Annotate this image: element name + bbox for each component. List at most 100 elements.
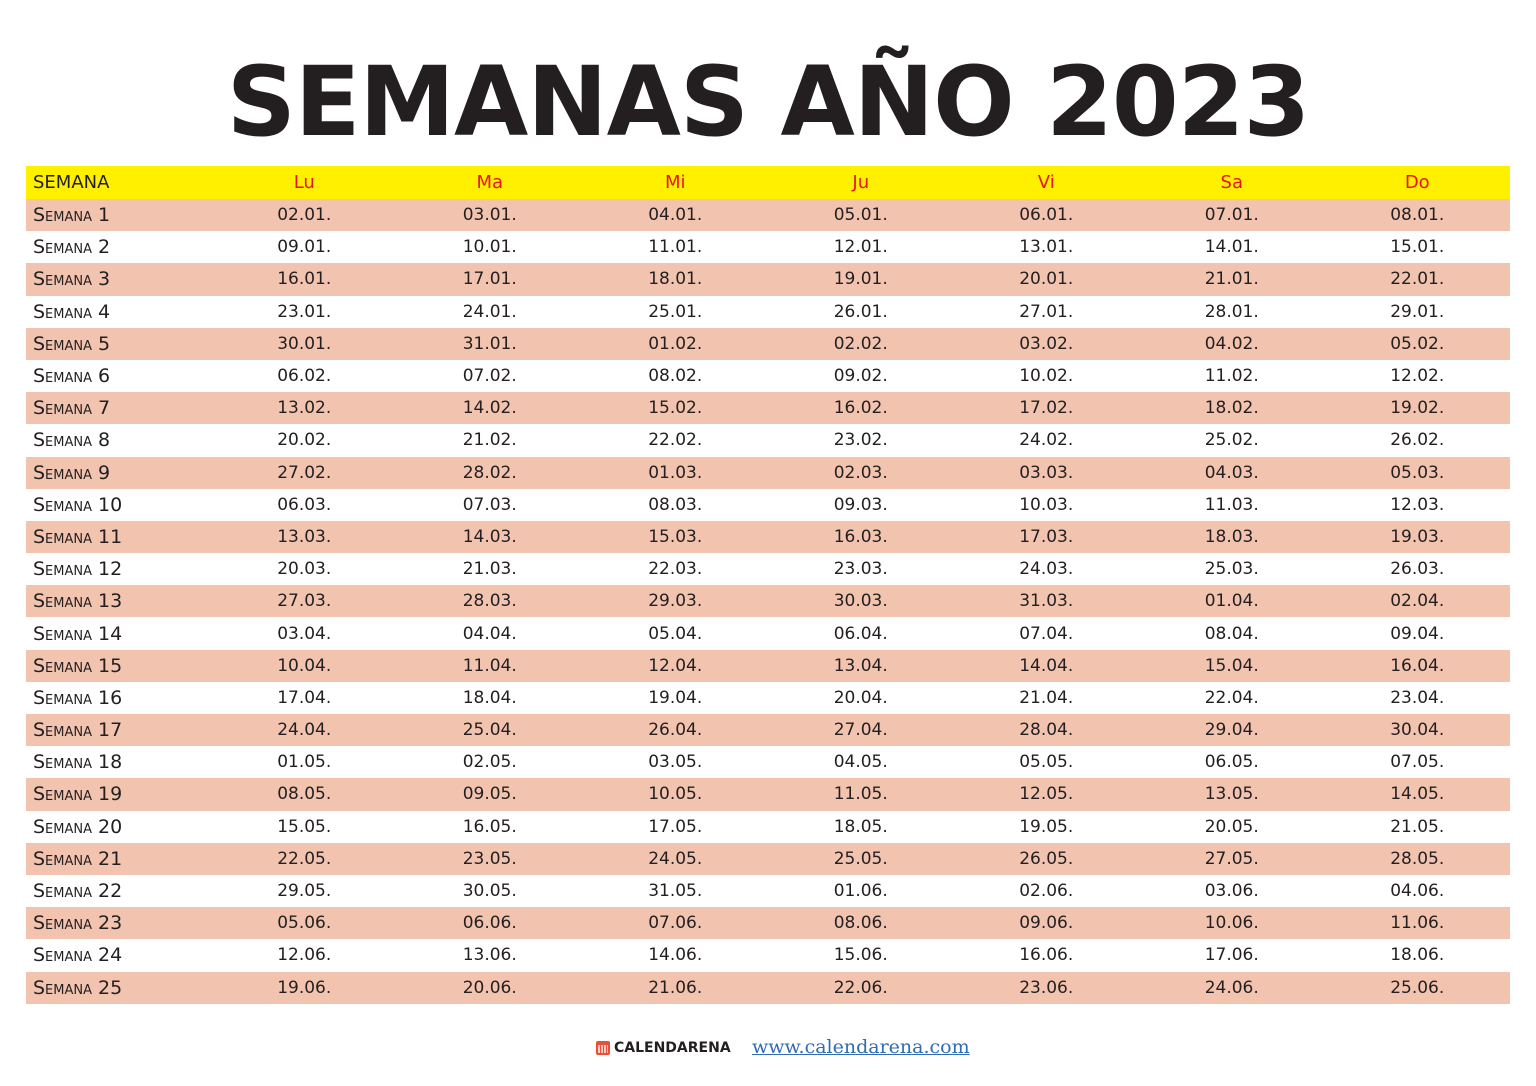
header-day: Mi	[582, 166, 768, 199]
date-cell: 19.06.	[211, 971, 397, 1004]
date-cell: 16.05.	[462, 816, 517, 837]
date-cell: 14.02.	[397, 392, 583, 425]
date-cell: 09.02.	[833, 366, 888, 387]
date-cell: 26.01.	[833, 301, 888, 322]
table-row: Semana 12 20.03. 21.03. 22.03. 23.03. 24.03. 2…	[26, 553, 1510, 585]
table-row: Semana 11 13.03. 14.03. 15.03. 16.03. 17.03. 1…	[26, 520, 1510, 554]
date-cell: 31.05.	[648, 881, 703, 902]
date-cell: 06.03.	[277, 494, 332, 515]
date-cell: 09.01.	[277, 237, 332, 258]
week-label: Semana 3	[26, 263, 212, 296]
weeks-table: SEMANA Lu Ma Mi Ju Vi Sa Do Semana 1 02.0…	[26, 166, 1510, 1004]
date-cell: 11.03.	[1204, 494, 1259, 515]
date-cell: 12.05.	[953, 778, 1139, 811]
date-cell: 13.03.	[211, 520, 397, 554]
date-cell: 22.05.	[211, 842, 397, 875]
date-cell: 17.06.	[1204, 945, 1259, 966]
date-cell: 14.06.	[648, 945, 703, 966]
date-cell: 28.01.	[1204, 301, 1259, 322]
week-label: Semana 6	[33, 365, 111, 388]
table-header-row: SEMANA Lu Ma Mi Ju Vi Sa Do	[26, 166, 1510, 199]
week-label: Semana 17	[26, 714, 212, 747]
date-cell: 17.04.	[277, 687, 332, 708]
week-label: Semana 2	[33, 236, 111, 259]
date-cell: 27.01.	[1019, 301, 1074, 322]
date-cell: 26.05.	[953, 842, 1139, 875]
date-cell: 11.02.	[1204, 366, 1259, 387]
date-cell: 31.03.	[953, 585, 1139, 618]
date-cell: 30.03.	[768, 585, 954, 618]
date-cell: 03.02.	[953, 327, 1139, 360]
date-cell: 17.03.	[953, 520, 1139, 554]
date-cell: 02.05.	[462, 752, 517, 773]
date-cell: 19.02.	[1324, 392, 1510, 425]
header-day: Sa	[1139, 166, 1325, 199]
date-cell: 05.04.	[648, 623, 703, 644]
date-cell: 18.03.	[1139, 520, 1325, 554]
date-cell: 21.01.	[1139, 263, 1325, 296]
date-cell: 01.05.	[277, 752, 332, 773]
date-cell: 23.05.	[397, 842, 583, 875]
date-cell: 05.02.	[1324, 327, 1510, 360]
date-cell: 25.03.	[1204, 559, 1259, 580]
week-label: Semana 16	[33, 686, 123, 709]
table-row: Semana 21 22.05. 23.05. 24.05. 25.05. 26.05. 2…	[26, 842, 1510, 875]
week-label: Semana 8	[33, 429, 111, 452]
date-cell: 01.04.	[1139, 585, 1325, 618]
date-cell: 16.01.	[211, 263, 397, 296]
date-cell: 22.01.	[1324, 263, 1510, 296]
table-row: Semana 2 09.01. 10.01. 11.01. 12.01. 13.01. 14…	[26, 231, 1510, 263]
date-cell: 30.04.	[1324, 714, 1510, 747]
date-cell: 15.01.	[1390, 237, 1445, 258]
date-cell: 28.04.	[953, 714, 1139, 747]
table-row: Semana 15 10.04. 11.04. 12.04. 13.04. 14.04. 1…	[26, 649, 1510, 682]
date-cell: 18.06.	[1390, 945, 1445, 966]
date-cell: 21.03.	[462, 559, 517, 580]
date-cell: 15.02.	[582, 392, 768, 425]
date-cell: 08.01.	[1324, 199, 1510, 232]
date-cell: 12.03.	[1390, 494, 1445, 515]
date-cell: 07.06.	[582, 907, 768, 940]
date-cell: 09.03.	[833, 494, 888, 515]
date-cell: 14.01.	[1204, 237, 1259, 258]
date-cell: 13.01.	[1019, 237, 1074, 258]
table-row: Semana 9 27.02. 28.02. 01.03. 02.03. 03.03. 04…	[26, 456, 1510, 489]
date-cell: 03.04.	[277, 623, 332, 644]
week-label: Semana 15	[26, 649, 212, 682]
date-cell: 08.05.	[211, 778, 397, 811]
date-cell: 03.01.	[397, 199, 583, 232]
header-week: SEMANA	[26, 166, 212, 199]
date-cell: 04.03.	[1139, 456, 1325, 489]
date-cell: 04.02.	[1139, 327, 1325, 360]
table-row: Semana 8 20.02. 21.02. 22.02. 23.02. 24.02. 25…	[26, 424, 1510, 456]
date-cell: 19.05.	[1019, 816, 1074, 837]
table-row: Semana 7 13.02. 14.02. 15.02. 16.02. 17.02. 18…	[26, 392, 1510, 425]
date-cell: 09.04.	[1390, 623, 1445, 644]
date-cell: 24.04.	[211, 714, 397, 747]
header-day: Vi	[953, 166, 1139, 199]
date-cell: 04.04.	[462, 623, 517, 644]
date-cell: 11.01.	[648, 237, 703, 258]
date-cell: 18.01.	[582, 263, 768, 296]
date-cell: 22.03.	[648, 559, 703, 580]
date-cell: 13.05.	[1139, 778, 1325, 811]
date-cell: 25.01.	[648, 301, 703, 322]
header-day: Ma	[397, 166, 583, 199]
week-label: Semana 19	[26, 778, 212, 811]
week-label: Semana 22	[33, 880, 123, 903]
date-cell: 12.04.	[582, 649, 768, 682]
date-cell: 02.01.	[211, 199, 397, 232]
website-link[interactable]: www.calendarena.com	[752, 1036, 970, 1058]
date-cell: 23.04.	[1390, 687, 1445, 708]
date-cell: 23.02.	[833, 430, 888, 451]
date-cell: 15.05.	[277, 816, 332, 837]
date-cell: 06.06.	[397, 907, 583, 940]
date-cell: 08.04.	[1204, 623, 1259, 644]
date-cell: 05.05.	[1019, 752, 1074, 773]
table-row: Semana 5 30.01. 31.01. 01.02. 02.02. 03.02. 04…	[26, 327, 1510, 360]
date-cell: 12.02.	[1390, 366, 1445, 387]
week-label: Semana 23	[26, 907, 212, 940]
date-cell: 05.06.	[211, 907, 397, 940]
date-cell: 12.01.	[833, 237, 888, 258]
week-label: Semana 13	[26, 585, 212, 618]
